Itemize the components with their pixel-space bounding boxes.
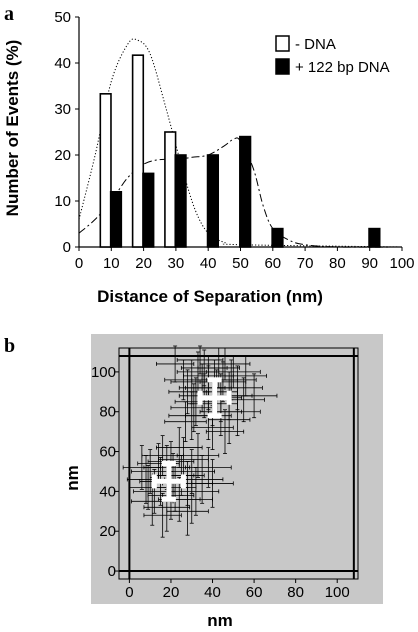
data-point [166,486,209,536]
y-tick-label: 20 [54,147,71,164]
y-tick-label: 40 [54,55,71,72]
x-tick-label: 10 [103,255,120,272]
panel-b-label: b [4,335,15,357]
panel-a-fit-curves [78,38,403,248]
bar-plus-dna [368,227,381,248]
data-point [180,455,224,504]
legend-label-plus-dna: + 122 bp DNA [295,59,390,76]
bar-minus-dna [99,93,112,248]
bar-minus-dna [131,54,145,248]
x-tick-label: 60 [264,255,281,272]
mean-marker-upper [197,377,232,419]
panel-b: b 0 20 40 60 80 100 0 20 40 60 80 100 nm nm [4,334,383,630]
panel-a-bars [99,54,381,248]
x-tick-label: 40 [200,255,217,272]
y-tick-label: 60 [99,444,116,461]
panel-a-legend: - DNA + 122 bp DNA [275,35,390,76]
x-tick-label: 100 [325,584,350,601]
x-tick-label: 100 [389,255,414,272]
panel-a-ticks: 0 10 20 30 40 50 0 10 20 30 40 50 60 70 80 90 100 [54,9,414,272]
data-point [176,345,224,375]
panel-b-ticks: 0 20 40 60 80 100 0 20 40 60 80 100 [91,364,350,601]
fit-curve-minus-dna [78,38,403,248]
panel-b-y-axis-label: nm [63,465,82,491]
x-tick-label: 0 [75,255,83,272]
x-tick-label: 0 [125,584,133,601]
bar-plus-dna [206,154,220,248]
panel-a: a 0 10 20 30 40 50 0 10 20 30 40 50 60 70 80 90 100 Dist… [3,3,415,306]
panel-b-reference-lines [118,347,359,580]
y-tick-label: 40 [99,483,116,500]
legend-swatch-minus-dna [275,35,290,52]
bar-plus-dna [142,172,155,248]
bar-plus-dna [174,154,187,248]
x-tick-label: 40 [204,584,221,601]
bar-minus-dna [164,131,177,248]
data-point [176,433,220,478]
x-tick-label: 80 [329,255,346,272]
data-point [185,365,232,411]
mean-marker-lower [151,461,186,502]
legend-label-minus-dna: - DNA [295,36,336,53]
panel-b-mean-markers [151,377,232,502]
bar-plus-dna [109,191,123,248]
data-point [164,359,203,401]
x-tick-label: 80 [287,584,304,601]
fit-curve-plus-dna [78,137,403,248]
x-tick-label: 90 [361,255,378,272]
x-tick-label: 30 [168,255,185,272]
x-tick-label: 20 [163,584,180,601]
y-tick-label: 80 [99,404,116,421]
y-tick-label: 0 [63,239,71,256]
data-point [156,427,203,468]
data-point [174,377,218,427]
y-tick-label: 30 [54,101,71,118]
data-point [185,447,232,488]
x-tick-label: 70 [297,255,314,272]
bar-plus-dna [239,135,252,248]
y-tick-label: 0 [108,563,116,580]
x-tick-label: 50 [232,255,249,272]
data-point [164,401,207,442]
panel-b-plot-background [91,334,383,604]
data-point [156,345,195,383]
legend-swatch-plus-dna [275,58,290,75]
y-tick-label: 50 [54,9,71,26]
x-tick-label: 20 [135,255,152,272]
data-point [205,409,245,454]
panel-a-x-axis-label: Distance of Separation (nm) [97,287,323,306]
y-tick-label: 10 [54,193,71,210]
bar-plus-dna [271,227,284,248]
x-tick-label: 60 [246,584,263,601]
y-tick-label: 100 [91,364,116,381]
panel-b-x-axis-label: nm [207,611,233,630]
data-point [122,445,161,490]
y-tick-label: 20 [99,523,116,540]
panel-b-plot-frame [118,347,359,580]
panel-a-y-axis-label: Number of Events (%) [3,40,22,217]
panel-a-label: a [4,3,14,25]
